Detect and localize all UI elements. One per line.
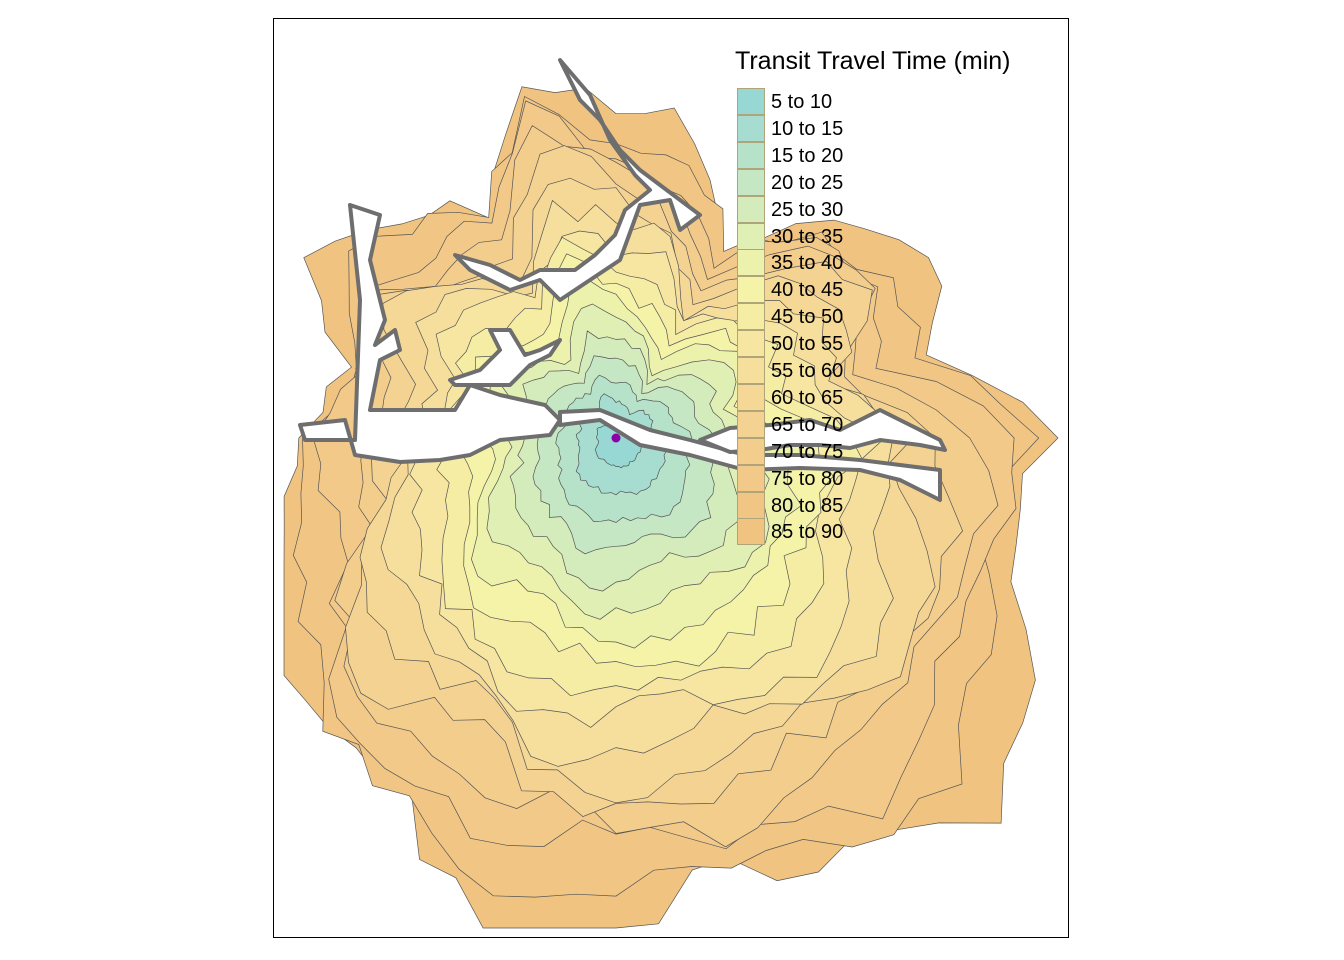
legend-label: 45 to 50 xyxy=(771,306,844,329)
legend-label: 75 to 80 xyxy=(771,467,844,490)
legend-title: Transit Travel Time (min) xyxy=(735,47,1011,75)
legend-label: 40 to 45 xyxy=(771,279,844,302)
legend-swatch xyxy=(737,276,765,304)
water-body xyxy=(453,58,702,302)
origin-point[interactable] xyxy=(611,433,621,443)
legend-swatch xyxy=(737,464,765,492)
legend-swatch xyxy=(737,383,765,411)
legend-label: 30 to 35 xyxy=(771,225,844,248)
legend-swatch xyxy=(737,249,765,277)
legend-swatch xyxy=(737,141,765,169)
legend-swatch xyxy=(737,114,765,142)
legend-label: 15 to 20 xyxy=(771,144,844,167)
legend-label: 55 to 60 xyxy=(771,360,844,382)
legend-swatch xyxy=(737,88,765,115)
legend-swatch xyxy=(737,303,765,331)
legend-label: 50 to 55 xyxy=(771,333,844,356)
legend-label: 20 to 25 xyxy=(771,171,844,194)
legend-label: 60 to 65 xyxy=(771,386,844,409)
origin-marker-layer xyxy=(611,433,621,443)
legend-swatch xyxy=(737,410,765,438)
water-body xyxy=(298,203,562,464)
legend-swatch xyxy=(737,195,765,223)
legend-swatch xyxy=(737,222,765,250)
legend-label: 10 to 15 xyxy=(771,117,844,140)
legend-swatch xyxy=(737,357,765,384)
isochrone-bands xyxy=(283,86,1059,929)
legend-swatch xyxy=(737,168,765,196)
legend-label: 65 to 70 xyxy=(771,413,844,436)
legend-swatch xyxy=(737,491,765,519)
legend-swatch xyxy=(737,330,765,358)
legend-label: 5 to 10 xyxy=(771,91,833,113)
legend-label: 85 to 90 xyxy=(771,521,844,544)
legend-label: 70 to 75 xyxy=(771,440,844,463)
legend-swatch xyxy=(737,518,765,546)
legend-swatch xyxy=(737,437,765,465)
legend-label: 25 to 30 xyxy=(771,198,844,221)
legend-label: 80 to 85 xyxy=(771,494,844,517)
water-body xyxy=(448,328,562,387)
legend-label: 35 to 40 xyxy=(771,252,844,275)
